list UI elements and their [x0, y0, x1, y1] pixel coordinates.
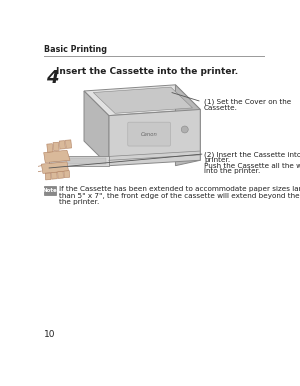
Text: Insert the Cassette into the printer.: Insert the Cassette into the printer. [56, 67, 238, 76]
Polygon shape [47, 144, 53, 152]
Polygon shape [53, 142, 59, 151]
Polygon shape [84, 85, 200, 116]
Text: Canon: Canon [141, 132, 158, 137]
Text: printer.: printer. [204, 157, 230, 163]
Text: the printer.: the printer. [59, 199, 100, 205]
Text: than 5" x 7", the front edge of the cassette will extend beyond the front of: than 5" x 7", the front edge of the cass… [59, 193, 300, 199]
Text: into the printer.: into the printer. [204, 168, 260, 174]
Text: Push the Cassette all the way: Push the Cassette all the way [204, 163, 300, 169]
Polygon shape [49, 156, 109, 166]
Polygon shape [65, 140, 72, 148]
Text: Note: Note [43, 188, 57, 193]
Polygon shape [59, 141, 65, 149]
Polygon shape [93, 87, 193, 113]
Text: 10: 10 [44, 330, 55, 339]
Text: 4: 4 [46, 69, 58, 86]
Polygon shape [45, 173, 51, 180]
Polygon shape [64, 171, 70, 178]
Text: (1) Set the Cover on the: (1) Set the Cover on the [204, 99, 291, 105]
Text: Basic Printing: Basic Printing [44, 45, 107, 54]
Text: If the Cassette has been extended to accommodate paper sizes larger: If the Cassette has been extended to acc… [59, 186, 300, 193]
Polygon shape [109, 110, 200, 166]
Polygon shape [176, 85, 200, 166]
Polygon shape [44, 150, 70, 163]
Polygon shape [52, 172, 57, 179]
Circle shape [181, 126, 188, 133]
Polygon shape [52, 158, 106, 164]
Polygon shape [41, 162, 68, 173]
Text: Cassette.: Cassette. [204, 105, 238, 111]
FancyBboxPatch shape [44, 186, 56, 195]
Text: (2) Insert the Cassette into the: (2) Insert the Cassette into the [204, 151, 300, 157]
Polygon shape [58, 171, 64, 178]
FancyBboxPatch shape [128, 122, 170, 146]
Polygon shape [84, 91, 109, 166]
